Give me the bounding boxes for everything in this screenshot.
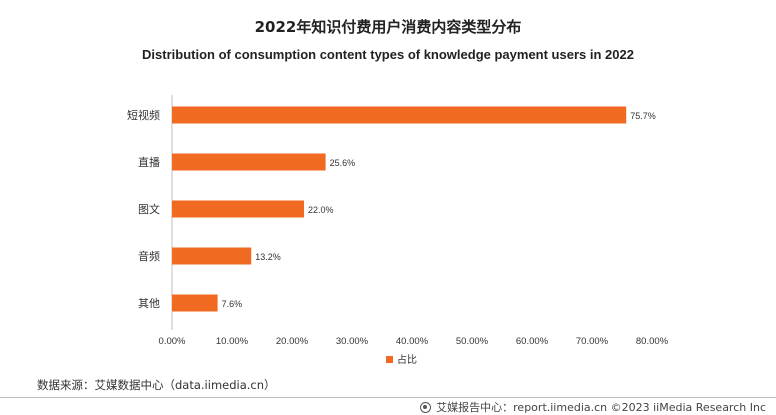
category-label: 图文 [138,202,160,216]
footer-text: 艾媒报告中心：report.iimedia.cn ©2023 iiMedia R… [436,401,766,414]
x-tick-label: 10.00% [216,336,249,347]
bar-3 [172,247,252,265]
data-label: 13.2% [255,252,281,262]
category-label: 短视频 [127,108,160,122]
category-label: 直播 [138,155,160,169]
category-label: 其他 [138,297,160,310]
chart-title: 2022年知识付费用户消费内容类型分布 [254,18,522,36]
x-tick-label: 40.00% [396,336,429,347]
x-tick-label: 80.00% [636,336,669,347]
bar-4 [172,294,218,312]
data-label: 22.0% [308,205,334,215]
x-tick-label: 0.00% [159,336,186,347]
data-label: 25.6% [330,158,356,168]
data-source: 数据来源：艾媒数据中心（data.iimedia.cn） [37,378,276,392]
bar-1 [172,153,326,171]
x-tick-label: 20.00% [276,336,309,347]
x-tick-label: 70.00% [576,336,609,347]
chart-subtitle: Distribution of consumption content type… [142,47,634,62]
footer-divider [0,397,776,398]
x-tick-label: 50.00% [456,336,489,347]
legend-swatch [386,356,393,363]
x-tick-label: 60.00% [516,336,549,347]
bar-0 [172,106,627,124]
data-label: 75.7% [630,111,656,121]
x-tick-label: 30.00% [336,336,369,347]
iimedia-logo-icon [420,401,432,413]
bar-2 [172,200,304,218]
data-label: 7.6% [222,299,243,309]
category-label: 音频 [138,249,160,263]
legend-label: 占比 [397,353,417,366]
footer: 艾媒报告中心：report.iimedia.cn ©2023 iiMedia R… [420,399,766,415]
